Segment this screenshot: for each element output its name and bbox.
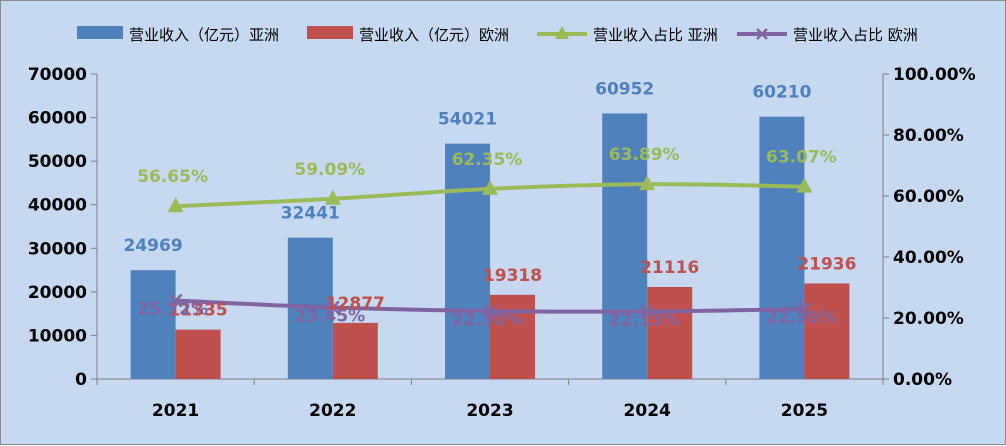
data-label-share-asia: 63.89% <box>609 145 680 165</box>
data-label-share-europe: 22.98% <box>766 308 837 328</box>
data-label-share-europe: 22.30% <box>452 310 523 330</box>
right-tick-label: 0.00% <box>893 370 952 390</box>
legend-marker <box>756 28 768 40</box>
left-tick-label: 20000 <box>28 283 87 303</box>
left-tick-label: 40000 <box>28 196 87 216</box>
bar-europe <box>332 322 378 379</box>
left-tick-label: 60000 <box>28 109 87 129</box>
left-tick-label: 0 <box>75 370 87 390</box>
x-category-label: 2021 <box>152 401 199 421</box>
x-category-label: 2024 <box>624 401 671 421</box>
point-share-europe <box>640 304 655 319</box>
data-label-revenue-europe: 21116 <box>640 258 699 278</box>
left-tick-label: 50000 <box>28 152 87 172</box>
legend-label: 营业收入占比 亚洲 <box>593 26 718 44</box>
legend-label: 营业收入（亿元）亚洲 <box>129 26 279 44</box>
point-share-asia <box>639 175 656 191</box>
bar-europe <box>647 286 693 379</box>
legend-marker <box>555 26 569 39</box>
legend-swatch <box>307 26 353 39</box>
bar-asia <box>602 113 648 379</box>
data-label-revenue-europe: 19318 <box>483 266 542 286</box>
bar-europe <box>804 283 850 379</box>
point-share-asia <box>796 177 813 193</box>
point-share-europe <box>325 300 340 315</box>
point-share-europe <box>483 304 497 318</box>
point-share-asia <box>482 179 498 195</box>
data-label-revenue-asia: 54021 <box>438 110 497 130</box>
point-share-europe <box>168 293 183 308</box>
legend-label: 营业收入占比 欧洲 <box>793 26 918 44</box>
left-tick-label: 30000 <box>28 239 87 259</box>
data-label-share-asia: 63.07% <box>766 148 837 168</box>
right-tick-label: 20.00% <box>893 309 964 329</box>
data-label-revenue-europe: 12877 <box>326 294 385 314</box>
right-tick-label: 60.00% <box>893 187 964 207</box>
data-label-share-europe: 23.45% <box>294 306 365 326</box>
x-category-label: 2023 <box>466 401 513 421</box>
point-share-asia <box>167 197 184 213</box>
x-category-label: 2022 <box>309 401 356 421</box>
data-label-revenue-asia: 24969 <box>124 236 183 256</box>
bar-asia <box>130 270 176 379</box>
data-label-revenue-asia: 60952 <box>595 79 654 99</box>
right-tick-label: 80.00% <box>893 126 964 146</box>
x-category-label: 2025 <box>781 401 828 421</box>
bar-europe <box>175 329 221 379</box>
data-label-share-asia: 59.09% <box>294 160 365 180</box>
data-label-revenue-europe: 11335 <box>169 301 228 321</box>
data-label-share-asia: 62.35% <box>452 150 523 170</box>
legend-swatch <box>77 26 123 39</box>
data-label-share-europe: 22.13% <box>609 311 680 331</box>
left-tick-label: 70000 <box>28 65 87 85</box>
bar-asia <box>445 143 490 379</box>
point-share-asia <box>324 189 341 205</box>
bar-europe <box>490 294 535 379</box>
legend-label: 营业收入（亿元）欧洲 <box>359 26 509 44</box>
data-label-share-europe: 25.72% <box>137 300 208 320</box>
data-label-share-asia: 56.65% <box>137 167 208 187</box>
data-label-revenue-asia: 32441 <box>281 204 340 224</box>
right-tick-label: 40.00% <box>893 248 964 268</box>
bar-asia <box>759 116 805 379</box>
point-share-europe <box>797 302 812 316</box>
right-tick-label: 100.00% <box>893 65 976 85</box>
data-label-revenue-asia: 60210 <box>752 83 811 103</box>
data-label-revenue-europe: 21936 <box>797 254 856 274</box>
left-tick-label: 10000 <box>28 326 87 346</box>
